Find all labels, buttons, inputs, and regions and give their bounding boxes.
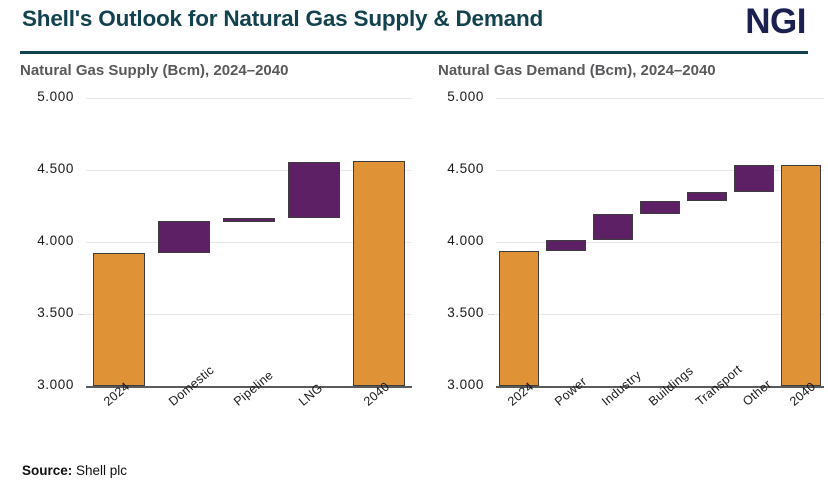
y-axis-tick-label: 4.000	[37, 233, 74, 248]
ngi-logo: NGI	[745, 2, 806, 41]
x-axis-tick-label: Industry	[599, 367, 645, 409]
demand-plot-area: 5.000 4.500 4.000 3.500 3.000 2024 Power Indust…	[428, 89, 828, 409]
source-label: Source:	[22, 463, 73, 478]
y-axis-tick-label: 3.500	[447, 305, 484, 320]
demand-chart-panel: Natural Gas Demand (Bcm), 2024–2040 5.00…	[428, 56, 828, 446]
bar-power	[546, 239, 587, 252]
bar-industry	[593, 213, 634, 240]
demand-chart-title: Natural Gas Demand (Bcm), 2024–2040	[438, 62, 716, 79]
bar-domestic	[157, 221, 210, 253]
bar-2040	[353, 160, 406, 386]
x-axis-line	[496, 386, 824, 388]
y-axis-tick-label: 3.000	[447, 377, 484, 392]
y-axis-minor-tick	[78, 314, 85, 315]
bar-transport	[686, 192, 727, 201]
y-axis-minor-tick	[488, 314, 495, 315]
x-axis-tick-label: Other	[739, 376, 774, 409]
bar-lng	[288, 162, 341, 219]
source-note: Source: Shell plc	[22, 463, 127, 478]
gridline	[496, 242, 824, 243]
y-axis-tick-label: 4.500	[447, 161, 484, 176]
x-axis-tick-label: Pipeline	[231, 367, 276, 409]
bar-2024	[499, 251, 540, 386]
y-axis-tick-label: 3.000	[37, 377, 74, 392]
gridline	[496, 170, 824, 171]
x-axis-line	[86, 386, 412, 388]
y-axis-tick-label: 5.000	[447, 89, 484, 104]
y-axis-tick-label: 5.000	[37, 89, 74, 104]
bar-2024	[92, 252, 145, 386]
supply-plot-area: 5.000 4.500 4.000 3.500 3.000 2024 Domestic Pip…	[8, 89, 420, 409]
source-value: Shell plc	[76, 463, 128, 478]
gridline	[496, 314, 824, 315]
y-axis-tick-label: 4.000	[447, 233, 484, 248]
header-divider	[20, 51, 808, 54]
gridline	[86, 314, 412, 315]
supply-chart-panel: Natural Gas Supply (Bcm), 2024–2040 5.00…	[8, 56, 420, 446]
bar-2040	[780, 164, 821, 386]
bar-other	[733, 164, 774, 193]
bar-pipeline	[223, 218, 275, 223]
supply-chart-title: Natural Gas Supply (Bcm), 2024–2040	[20, 62, 289, 79]
x-axis-tick-label: Power	[552, 374, 590, 409]
bar-buildings	[640, 200, 680, 214]
gridline	[86, 170, 412, 171]
gridline	[86, 98, 412, 99]
gridline	[86, 242, 412, 243]
y-axis-tick-label: 4.500	[37, 161, 74, 176]
page-title: Shell's Outlook for Natural Gas Supply &…	[22, 6, 544, 31]
y-axis-tick-label: 3.500	[37, 305, 74, 320]
header: Shell's Outlook for Natural Gas Supply &…	[0, 0, 828, 54]
gridline	[496, 98, 824, 99]
